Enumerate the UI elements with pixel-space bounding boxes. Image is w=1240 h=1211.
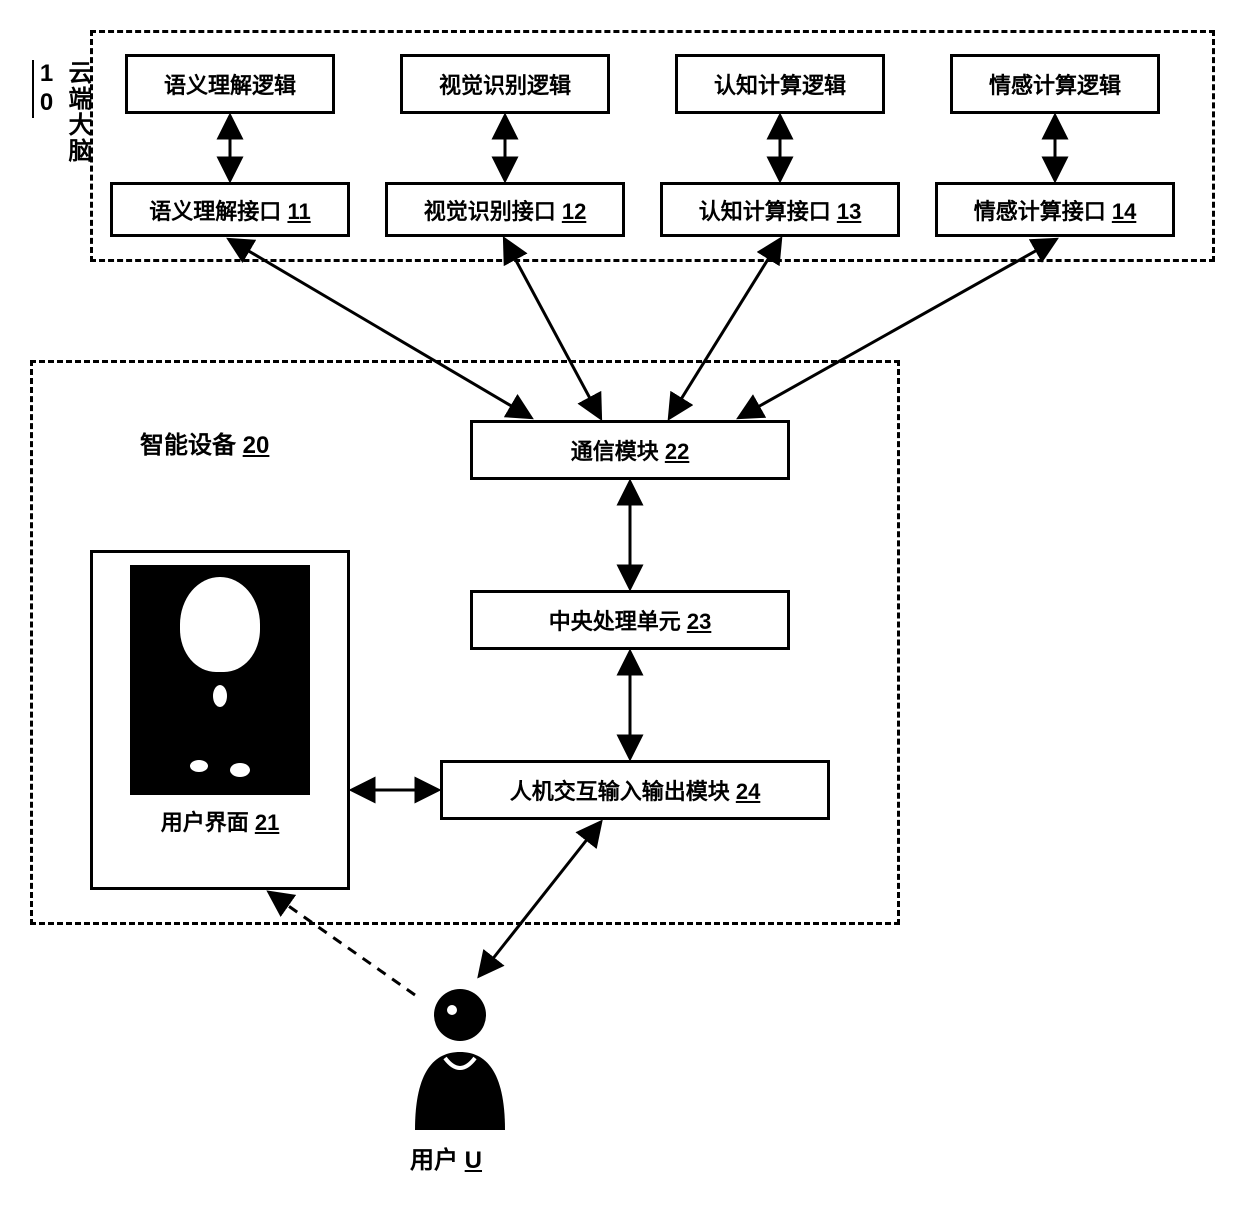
logic-cognitive-label: 认知计算逻辑 <box>714 68 846 100</box>
logic-cognitive-box: 认知计算逻辑 <box>675 54 885 114</box>
avatar-image <box>130 565 310 795</box>
ui-box: 用户界面 21 <box>90 550 350 890</box>
io-module-box: 人机交互输入输出模块 24 <box>440 760 830 820</box>
logic-emotion-box: 情感计算逻辑 <box>950 54 1160 114</box>
if-vision-label: 视觉识别接口 12 <box>424 194 587 226</box>
cloud-label: 云端大脑 10 <box>32 60 95 164</box>
comm-module-label: 通信模块 22 <box>571 434 690 466</box>
if-emotion-label: 情感计算接口 14 <box>974 194 1137 226</box>
if-semantic-label: 语义理解接口 11 <box>149 194 310 226</box>
logic-vision-box: 视觉识别逻辑 <box>400 54 610 114</box>
if-cognitive-label: 认知计算接口 13 <box>699 194 862 226</box>
cpu-unit-box: 中央处理单元 23 <box>470 590 790 650</box>
comm-module-box: 通信模块 22 <box>470 420 790 480</box>
ui-box-label: 用户界面 21 <box>121 805 319 837</box>
if-semantic-box: 语义理解接口 11 <box>110 182 350 237</box>
device-label: 智能设备 20 <box>140 425 269 460</box>
diagram-canvas: 云端大脑 10 语义理解逻辑 视觉识别逻辑 认知计算逻辑 情感计算逻辑 语义理解… <box>20 20 1220 1190</box>
if-emotion-box: 情感计算接口 14 <box>935 182 1175 237</box>
logic-semantic-label: 语义理解逻辑 <box>164 68 296 100</box>
logic-vision-label: 视觉识别逻辑 <box>439 68 571 100</box>
user-icon <box>400 980 520 1135</box>
logic-semantic-box: 语义理解逻辑 <box>125 54 335 114</box>
io-module-label: 人机交互输入输出模块 24 <box>510 774 761 806</box>
logic-emotion-label: 情感计算逻辑 <box>989 68 1121 100</box>
cpu-unit-label: 中央处理单元 23 <box>549 604 712 636</box>
if-vision-box: 视觉识别接口 12 <box>385 182 625 237</box>
user-label: 用户 U <box>410 1140 482 1175</box>
if-cognitive-box: 认知计算接口 13 <box>660 182 900 237</box>
